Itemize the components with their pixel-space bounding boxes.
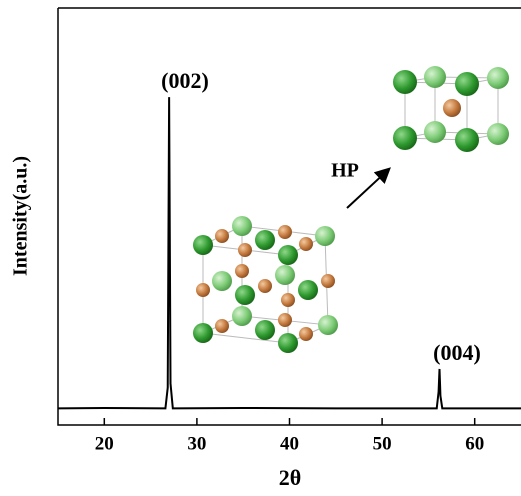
arrow — [346, 167, 391, 209]
axis-frame — [57, 7, 521, 426]
x-axis-label: 2θ — [279, 465, 301, 490]
crystal-hp — [393, 66, 509, 152]
x-tick-label: 20 — [95, 433, 114, 454]
data-line — [57, 97, 521, 410]
y-axis-label: Intensity(a.u.) — [10, 156, 32, 276]
annotation: HP — [331, 160, 359, 182]
x-tick-label: 40 — [280, 433, 299, 454]
annotation: (004) — [433, 340, 481, 365]
x-tick-label: 50 — [373, 433, 392, 454]
x-tick-label: 30 — [187, 433, 206, 454]
x-tick-label: 60 — [465, 433, 484, 454]
crystal-ambient — [193, 216, 338, 353]
annotation: (002) — [161, 68, 209, 93]
